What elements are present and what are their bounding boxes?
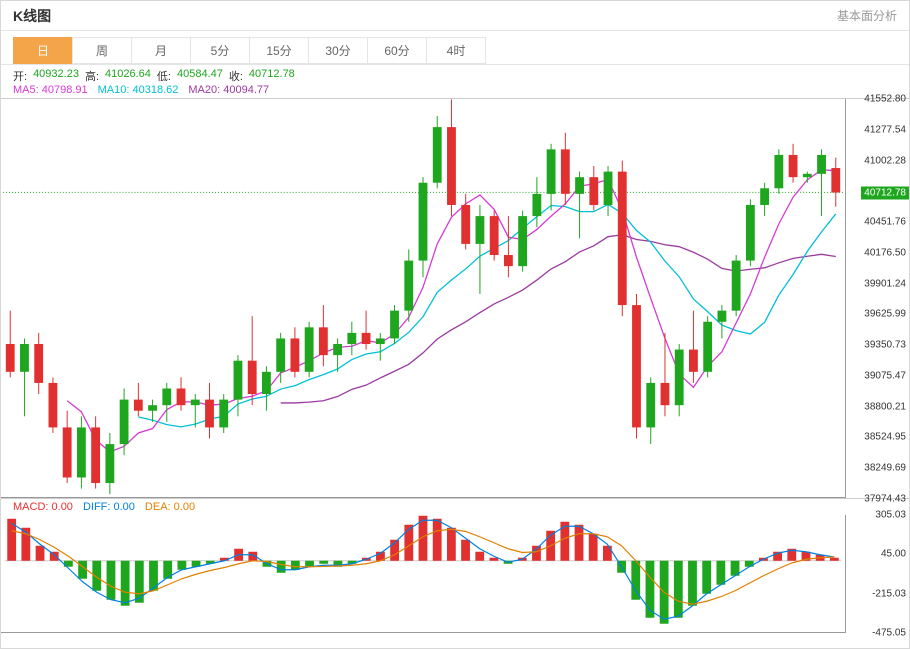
low-value: 40584.47 [177,68,223,84]
ytick: 41277.54 [864,124,906,135]
tab-周[interactable]: 周 [72,37,132,64]
ma-row: MA5: 40798.91 MA10: 40318.62 MA20: 40094… [1,84,909,98]
ytick: 38800.21 [864,401,906,412]
macd-header: MACD: 0.00 DIFF: 0.00 DEA: 0.00 [1,498,909,515]
ytick: 39350.73 [864,340,906,351]
close-label: 收: [229,68,243,84]
ohlc-row: 开: 40932.23 高: 41026.64 低: 40584.47 收: 40712… [1,65,909,84]
macd-ytick: 305.03 [875,510,906,521]
ma5: MA5: 40798.91 [13,84,88,96]
chart-title: K线图 [13,6,51,26]
timeframe-tabs: 日周月5分15分30分60分4时 [1,31,909,65]
ma10: MA10: 40318.62 [98,84,179,96]
macd-ytick: -215.03 [872,588,906,599]
price-axis: 41552.8041277.5441002.2840712.7840451.76… [845,99,909,498]
close-value: 40712.78 [249,68,295,84]
ytick: 38524.95 [864,432,906,443]
header: K线图 基本面分析 [1,1,909,31]
open-value: 40932.23 [33,68,79,84]
tab-月[interactable]: 月 [131,37,191,64]
tab-日[interactable]: 日 [13,37,73,64]
tab-30分[interactable]: 30分 [308,37,368,64]
ytick: 37974.43 [864,494,906,505]
ytick: 39075.47 [864,370,906,381]
ytick: 38249.69 [864,463,906,474]
high-label: 高: [85,68,99,84]
tab-5分[interactable]: 5分 [190,37,250,64]
ytick: 39625.99 [864,309,906,320]
high-value: 41026.64 [105,68,151,84]
ytick: 40451.76 [864,217,906,228]
macd-label: MACD: 0.00 [13,501,73,513]
ytick: 40176.50 [864,247,906,258]
dea-label: DEA: 0.00 [145,501,195,513]
ytick: 41552.80 [864,94,906,105]
low-label: 低: [157,68,171,84]
macd-chart[interactable]: 305.0345.00-215.03-475.05 [1,515,909,633]
kline-widget: K线图 基本面分析 日周月5分15分30分60分4时 开: 40932.23 高:… [0,0,910,649]
macd-ytick: -475.05 [872,628,906,639]
tab-60分[interactable]: 60分 [367,37,427,64]
fundamental-analysis-link[interactable]: 基本面分析 [837,7,897,24]
ytick: 39901.24 [864,278,906,289]
tab-15分[interactable]: 15分 [249,37,309,64]
current-price-tag: 40712.78 [861,186,909,199]
macd-ytick: 45.00 [881,549,906,560]
tab-4时[interactable]: 4时 [426,37,486,64]
diff-label: DIFF: 0.00 [83,501,135,513]
macd-axis: 305.0345.00-215.03-475.05 [845,515,909,633]
main-chart[interactable]: 41552.8041277.5441002.2840712.7840451.76… [1,98,909,498]
ma20: MA20: 40094.77 [188,84,269,96]
ytick: 41002.28 [864,155,906,166]
open-label: 开: [13,68,27,84]
